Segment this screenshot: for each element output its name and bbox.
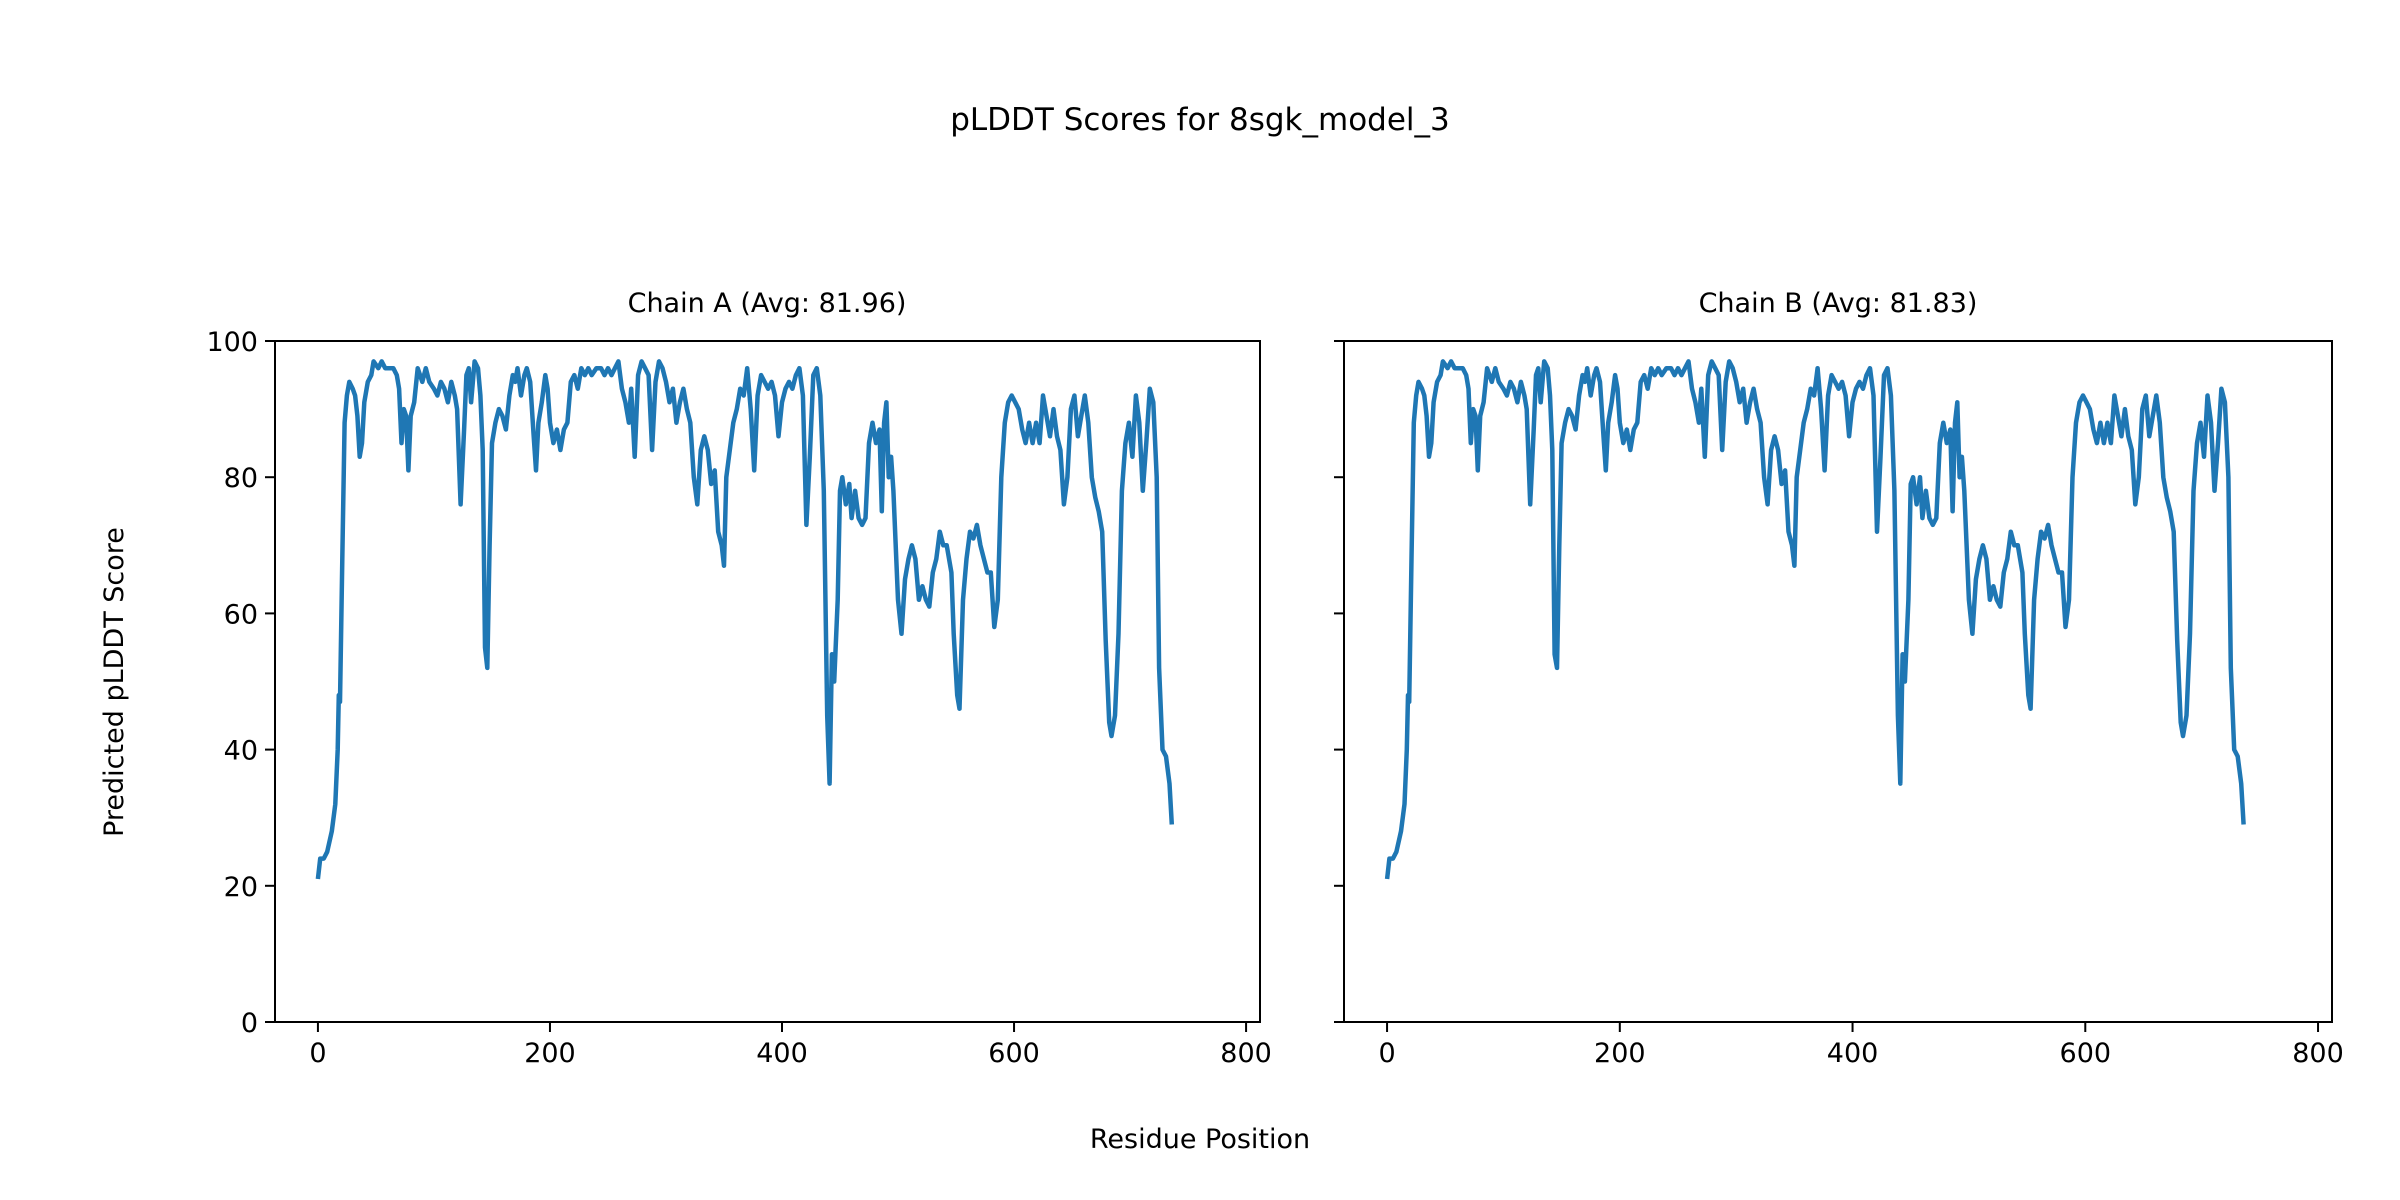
chain-b-axes-frame bbox=[1343, 340, 2333, 1023]
chain-b-x-tick-label: 400 bbox=[1827, 1038, 1879, 1069]
chain-b-x-tick-label: 0 bbox=[1378, 1038, 1395, 1069]
chain-a-axes-frame bbox=[274, 340, 1261, 1023]
chain-a-plddt-line bbox=[315, 359, 1175, 880]
x-axis-label: Residue Position bbox=[1090, 1124, 1310, 1155]
chain-a-title: Chain A (Avg: 81.96) bbox=[628, 288, 907, 319]
chain-a-y-tick-label: 80 bbox=[224, 463, 258, 494]
chain-b-x-tick-label: 800 bbox=[2292, 1038, 2344, 1069]
chain-a-y-tick-label: 100 bbox=[206, 327, 258, 358]
chain-b-title: Chain B (Avg: 81.83) bbox=[1699, 288, 1978, 319]
chain-b-x-tick-label: 200 bbox=[1594, 1038, 1646, 1069]
chain-a-y-tick-label: 60 bbox=[224, 599, 258, 630]
chain-a-y-tick-label: 20 bbox=[224, 872, 258, 903]
chain-a-x-tick-label: 400 bbox=[756, 1038, 808, 1069]
chain-a-x-tick-label: 0 bbox=[309, 1038, 326, 1069]
chain-b-plddt-line bbox=[1384, 359, 2246, 880]
figure-title: pLDDT Scores for 8sgk_model_3 bbox=[950, 102, 1450, 138]
chain-a-x-tick-label: 200 bbox=[524, 1038, 576, 1069]
chain-a-x-tick-label: 800 bbox=[1220, 1038, 1272, 1069]
chain-a-y-tick-label: 0 bbox=[241, 1008, 258, 1039]
chain-a-plot: Chain A (Avg: 81.96) 0 200 400 600 800 0 20 40 6… bbox=[206, 288, 1271, 1069]
chain-b-plot: Chain B (Avg: 81.83) 0 200 400 600 800 bbox=[1334, 288, 2344, 1069]
chain-a-y-tick-label: 40 bbox=[224, 736, 258, 767]
chain-b-x-tick-label: 600 bbox=[2060, 1038, 2112, 1069]
chain-a-x-tick-label: 600 bbox=[988, 1038, 1040, 1069]
y-axis-label: Predicted pLDDT Score bbox=[99, 527, 130, 837]
